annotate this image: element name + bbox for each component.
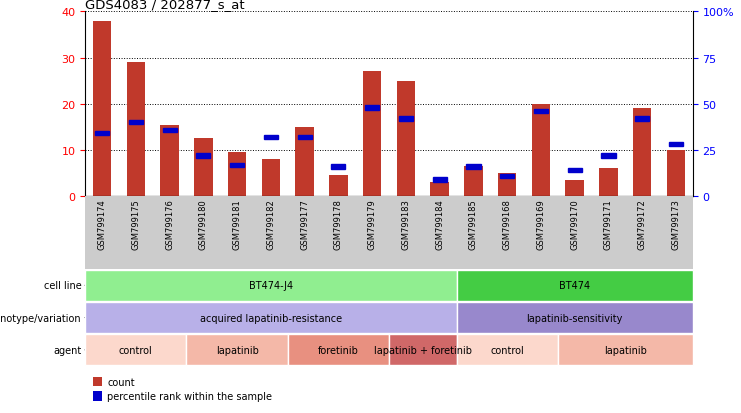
Text: GSM799169: GSM799169 [536, 199, 545, 249]
Text: lapatinib-sensitivity: lapatinib-sensitivity [527, 313, 623, 323]
Bar [127, 63, 145, 197]
Text: GSM799177: GSM799177 [300, 199, 309, 249]
Bar [396, 81, 415, 197]
Bar [160, 125, 179, 197]
Text: genotype/variation: genotype/variation [0, 313, 82, 323]
Bar [464, 167, 482, 197]
Bar [162, 128, 176, 132]
Bar [363, 72, 382, 197]
Text: GSM799174: GSM799174 [98, 199, 107, 249]
Text: GSM799185: GSM799185 [469, 199, 478, 249]
Bar [669, 143, 683, 147]
Bar [298, 135, 312, 140]
Bar [500, 174, 514, 178]
Text: percentile rank within the sample: percentile rank within the sample [107, 391, 273, 401]
Bar [129, 121, 143, 125]
Text: GSM799183: GSM799183 [402, 199, 411, 249]
Bar [230, 163, 245, 167]
Text: acquired lapatinib-resistance: acquired lapatinib-resistance [200, 313, 342, 323]
Bar [433, 178, 447, 182]
Bar [534, 110, 548, 114]
Text: GSM799182: GSM799182 [266, 199, 276, 249]
Bar [466, 165, 480, 169]
Bar [635, 117, 649, 121]
Text: count: count [107, 377, 135, 387]
Text: GSM799175: GSM799175 [131, 199, 140, 249]
Text: agent: agent [53, 345, 82, 355]
Text: GDS4083 / 202877_s_at: GDS4083 / 202877_s_at [85, 0, 245, 11]
Text: BT474-J4: BT474-J4 [249, 280, 293, 291]
Text: GSM799178: GSM799178 [334, 199, 343, 249]
Text: GSM799181: GSM799181 [233, 199, 242, 249]
Bar [399, 117, 413, 121]
Bar [93, 21, 111, 197]
Text: control: control [491, 345, 524, 355]
Bar [196, 154, 210, 158]
Bar [95, 132, 109, 136]
Text: GSM799179: GSM799179 [368, 199, 376, 249]
Bar [498, 173, 516, 197]
Bar [227, 153, 247, 197]
Text: control: control [119, 345, 153, 355]
Bar [329, 176, 348, 197]
Text: lapatinib + foretinib: lapatinib + foretinib [373, 345, 472, 355]
Text: lapatinib: lapatinib [216, 345, 259, 355]
Text: GSM799173: GSM799173 [671, 199, 680, 249]
Text: BT474: BT474 [559, 280, 591, 291]
Bar [633, 109, 651, 197]
Text: GSM799171: GSM799171 [604, 199, 613, 249]
Bar [262, 160, 280, 197]
Text: GSM799176: GSM799176 [165, 199, 174, 249]
Bar [431, 183, 449, 197]
Text: GSM799170: GSM799170 [570, 199, 579, 249]
Bar [296, 128, 314, 197]
Text: cell line: cell line [44, 280, 82, 291]
Bar [565, 180, 584, 197]
Text: GSM799184: GSM799184 [435, 199, 444, 249]
Bar [599, 169, 618, 197]
Bar [331, 165, 345, 169]
Text: GSM799168: GSM799168 [502, 199, 512, 249]
Bar [531, 104, 551, 197]
Bar [667, 150, 685, 197]
Bar [602, 154, 616, 158]
Bar [264, 135, 278, 140]
Text: GSM799180: GSM799180 [199, 199, 208, 249]
Bar [365, 106, 379, 110]
Text: GSM799172: GSM799172 [638, 199, 647, 249]
Bar [194, 139, 213, 197]
Text: foretinib: foretinib [318, 345, 359, 355]
Bar [568, 169, 582, 173]
Text: lapatinib: lapatinib [604, 345, 647, 355]
